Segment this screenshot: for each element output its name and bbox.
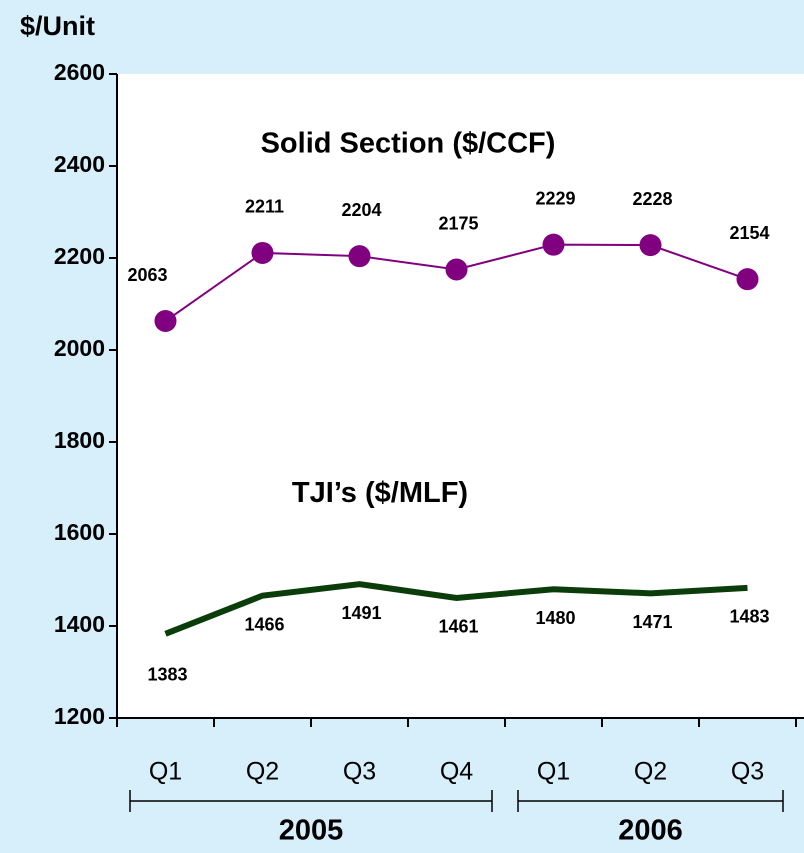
data-label: 1491 [341,603,381,623]
y-tick-label: 2200 [54,243,105,269]
data-label: 2063 [127,265,167,285]
x-tick-label: Q2 [634,758,667,786]
data-label: 1483 [729,607,769,627]
y-tick-label: 1200 [54,703,105,729]
x-tick-label: Q3 [731,758,764,786]
marker [154,310,177,333]
x-tick-label: Q1 [537,758,570,786]
y-tick-label: 1800 [54,427,105,453]
marker [251,241,274,264]
group-label: 2005 [279,815,344,847]
data-label: 2229 [535,188,575,208]
y-tick-label: 2400 [54,151,105,177]
series-label: TJI’s ($/MLF) [292,477,468,509]
y-tick-label: 1600 [54,519,105,545]
y-axis-label: $/Unit [20,11,95,41]
data-label: 2228 [632,189,672,209]
x-tick-label: Q3 [343,758,376,786]
data-label: 1461 [438,617,478,637]
y-tick-label: 1400 [54,611,105,637]
y-tick-label: 2600 [54,59,105,85]
data-label: 2204 [341,200,381,220]
marker [445,258,468,281]
series-label: Solid Section ($/CCF) [261,127,556,159]
marker [736,268,759,291]
data-label: 2211 [245,197,284,217]
data-label: 1466 [244,614,284,634]
data-label: 1383 [147,665,187,685]
marker [542,233,565,256]
data-label: 1480 [535,608,575,628]
x-tick-label: Q1 [149,758,182,786]
x-tick-label: Q4 [440,758,473,786]
marker [348,245,371,268]
marker [639,234,662,257]
data-label: 2154 [729,223,769,243]
x-tick-label: Q2 [246,758,279,786]
data-label: 2175 [438,213,478,233]
y-tick-label: 2000 [54,335,105,361]
series-line [164,581,748,637]
group-label: 2006 [618,815,683,847]
data-label: 1471 [632,612,672,632]
